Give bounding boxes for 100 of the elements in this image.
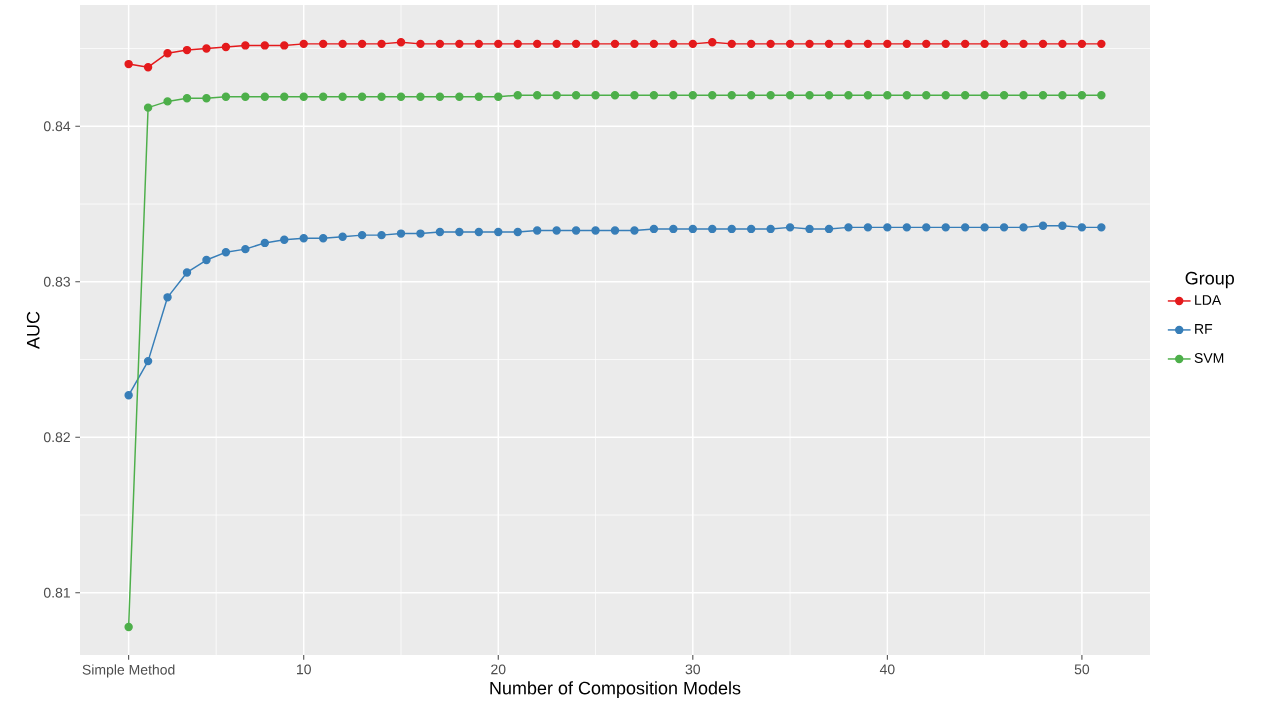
point: [1058, 39, 1067, 49]
point: [280, 92, 289, 101]
point: [591, 90, 600, 100]
point: [182, 268, 192, 277]
point: [1097, 223, 1106, 232]
point: [922, 90, 931, 100]
point: [630, 39, 639, 49]
point: [338, 39, 347, 49]
point: [591, 226, 600, 235]
point: [980, 223, 989, 232]
point: [844, 90, 853, 100]
point: [202, 44, 211, 53]
point: [746, 39, 756, 49]
point: [182, 45, 192, 55]
point: [377, 92, 386, 101]
point: [435, 227, 445, 237]
point: [727, 39, 736, 49]
point: [1019, 223, 1028, 232]
point: [396, 229, 406, 238]
point: [727, 90, 736, 100]
point: [669, 224, 678, 234]
y-axis-title: AUC: [26, 311, 40, 349]
legend-label: SVM: [1194, 353, 1224, 363]
point: [299, 92, 308, 101]
point: [805, 224, 814, 234]
point: [435, 39, 445, 49]
point: [494, 39, 503, 49]
point: [416, 39, 425, 49]
point: [532, 39, 542, 49]
point: [999, 90, 1009, 100]
point: [902, 90, 912, 100]
point: [785, 39, 795, 49]
point: [999, 39, 1009, 49]
point: [357, 92, 367, 101]
point: [922, 223, 931, 232]
point: [902, 223, 912, 232]
point: [941, 39, 950, 49]
point: [532, 226, 542, 235]
point: [688, 39, 698, 49]
legend-label: LDA: [1195, 295, 1222, 305]
point: [688, 224, 698, 234]
point: [552, 90, 561, 100]
point: [902, 39, 912, 49]
point: [396, 38, 406, 47]
x-tick-label: 30: [685, 664, 701, 675]
point: [202, 255, 211, 265]
point: [241, 244, 250, 254]
point: [513, 39, 522, 49]
point: [416, 229, 425, 238]
x-tick-label: 20: [491, 664, 506, 675]
point: [824, 224, 834, 234]
point: [883, 223, 892, 232]
point: [980, 39, 989, 49]
point: [280, 235, 289, 245]
y-tick-label: 0.81: [43, 587, 70, 598]
point: [357, 230, 367, 240]
point: [163, 97, 172, 106]
point: [649, 90, 659, 100]
point: [960, 39, 970, 49]
point: [649, 39, 659, 49]
point: [377, 230, 386, 240]
point: [863, 39, 873, 49]
point: [746, 90, 756, 100]
point: [571, 39, 581, 49]
point: [318, 234, 328, 243]
point: [1019, 90, 1028, 100]
point: [474, 39, 484, 49]
point: [377, 39, 386, 49]
point: [513, 227, 522, 237]
y-tick-label: 0.83: [43, 276, 71, 287]
point: [999, 223, 1009, 232]
point: [766, 224, 775, 234]
point: [863, 223, 873, 232]
point: [883, 90, 892, 100]
point: [182, 94, 192, 103]
point: [124, 622, 133, 632]
point: [163, 293, 172, 302]
point: [649, 224, 659, 234]
point: [863, 90, 873, 100]
point: [980, 90, 989, 100]
point: [960, 223, 970, 232]
point: [1038, 221, 1048, 231]
point: [124, 391, 133, 400]
point: [455, 39, 464, 49]
x-axis-title: Number of Composition Models: [490, 681, 741, 699]
point: [805, 90, 814, 100]
point: [844, 223, 853, 232]
point: [630, 226, 639, 235]
point: [571, 226, 581, 235]
point: [260, 92, 270, 101]
point: [610, 226, 620, 235]
point: [221, 92, 231, 101]
point: [844, 39, 853, 49]
y-tick-label: 0.84: [43, 121, 71, 132]
point: [494, 92, 503, 101]
point: [708, 90, 717, 100]
point: [708, 224, 717, 234]
point: [571, 90, 581, 100]
point: [1077, 90, 1087, 100]
point: [260, 41, 270, 50]
